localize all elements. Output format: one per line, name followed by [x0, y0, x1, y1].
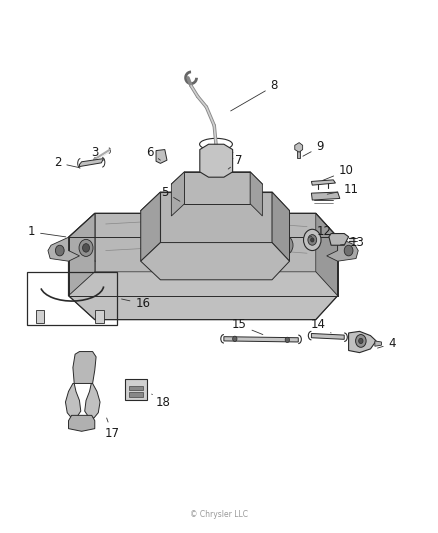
Polygon shape [68, 213, 95, 296]
Polygon shape [272, 192, 289, 261]
Text: 6: 6 [145, 146, 160, 160]
Polygon shape [223, 337, 297, 342]
Bar [35, 310, 44, 324]
Circle shape [310, 238, 313, 242]
Polygon shape [79, 159, 103, 166]
Polygon shape [171, 172, 184, 216]
Text: 8: 8 [230, 79, 277, 111]
Polygon shape [65, 383, 81, 418]
Polygon shape [296, 146, 300, 158]
Polygon shape [68, 213, 337, 261]
Text: 11: 11 [326, 183, 357, 196]
Circle shape [79, 239, 93, 256]
Text: 13: 13 [339, 236, 364, 249]
Text: 5: 5 [161, 185, 180, 201]
Polygon shape [311, 192, 339, 200]
Text: 3: 3 [91, 146, 103, 160]
Circle shape [358, 338, 362, 344]
Text: 4: 4 [377, 337, 395, 350]
Polygon shape [141, 243, 289, 280]
Circle shape [82, 244, 89, 252]
Polygon shape [141, 192, 160, 261]
Text: 1: 1 [28, 225, 66, 238]
Polygon shape [374, 341, 381, 346]
Text: 10: 10 [322, 164, 353, 180]
Polygon shape [199, 144, 232, 177]
Text: 9: 9 [302, 140, 323, 156]
Circle shape [281, 241, 288, 249]
Polygon shape [73, 352, 96, 383]
Polygon shape [315, 213, 337, 296]
Circle shape [197, 259, 206, 269]
Text: 15: 15 [231, 319, 262, 335]
Text: 14: 14 [310, 319, 330, 333]
Bar [129, 392, 143, 397]
Circle shape [277, 236, 292, 255]
Text: 2: 2 [54, 156, 79, 169]
Circle shape [343, 245, 352, 256]
Polygon shape [328, 233, 348, 245]
Bar [27, 272, 117, 325]
Text: © Chrysler LLC: © Chrysler LLC [190, 510, 248, 519]
Polygon shape [48, 237, 79, 261]
Polygon shape [250, 172, 262, 216]
Circle shape [232, 336, 237, 342]
Text: 12: 12 [308, 225, 331, 238]
Circle shape [355, 335, 365, 348]
Text: 7: 7 [228, 154, 242, 169]
Polygon shape [184, 172, 250, 204]
Polygon shape [171, 172, 262, 196]
Polygon shape [160, 192, 272, 243]
Circle shape [192, 252, 211, 276]
Polygon shape [326, 237, 357, 261]
Circle shape [285, 337, 289, 343]
Bar [95, 310, 103, 324]
Circle shape [55, 245, 64, 256]
Polygon shape [311, 334, 343, 340]
Polygon shape [85, 383, 100, 418]
Text: 16: 16 [121, 297, 150, 310]
Polygon shape [68, 415, 95, 431]
Text: 18: 18 [151, 394, 170, 409]
Polygon shape [155, 150, 166, 164]
Polygon shape [95, 213, 315, 272]
Polygon shape [311, 180, 335, 185]
Circle shape [307, 235, 316, 245]
Bar [129, 386, 143, 390]
Text: 17: 17 [105, 418, 120, 440]
Polygon shape [141, 192, 289, 229]
Bar [125, 379, 147, 400]
Polygon shape [348, 332, 375, 353]
Polygon shape [294, 143, 302, 152]
Polygon shape [68, 272, 337, 320]
Circle shape [303, 229, 320, 251]
